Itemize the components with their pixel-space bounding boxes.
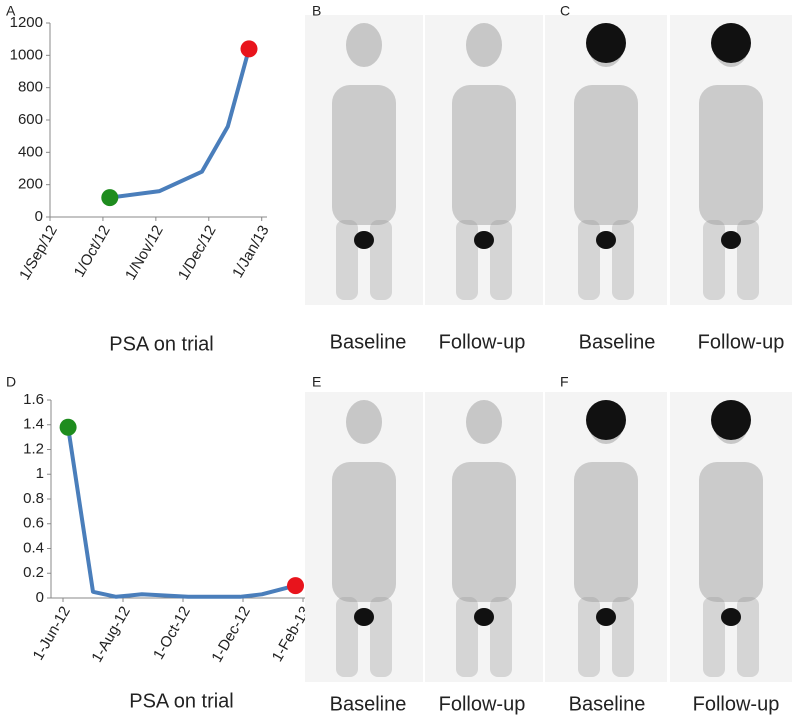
y-tick-label: 0 — [36, 589, 44, 606]
leg — [737, 220, 759, 300]
torso — [699, 85, 763, 225]
leg — [612, 597, 634, 677]
leg — [336, 597, 358, 677]
leg — [490, 597, 512, 677]
scan-caption: Follow-up — [439, 693, 526, 715]
head — [466, 23, 502, 67]
leg — [578, 597, 600, 677]
leg — [370, 597, 392, 677]
x-tick-label: 1-Jun-12 — [30, 603, 74, 663]
panel-letter: F — [560, 374, 569, 390]
x-tick-label: 1/Sep/12 — [16, 222, 61, 283]
x-tick-label: 1/Nov/12 — [122, 222, 167, 283]
point-marker — [101, 189, 119, 207]
leg — [456, 220, 478, 300]
y-tick-label: 1.4 — [23, 416, 44, 433]
bladder — [596, 231, 616, 249]
panel-letter: C — [560, 3, 570, 19]
body-silhouette — [332, 23, 396, 300]
scan-caption: Baseline — [569, 693, 646, 715]
torso — [332, 462, 396, 602]
panel-letter: B — [312, 3, 321, 19]
head — [346, 400, 382, 444]
leg — [612, 220, 634, 300]
scan-caption: Follow-up — [439, 331, 526, 353]
y-tick-label: 0.4 — [23, 539, 44, 556]
y-tick-label: 1 — [36, 465, 44, 482]
point-marker — [59, 418, 77, 436]
x-tick-label: 1-Aug-12 — [88, 603, 134, 665]
y-tick-label: 0.8 — [23, 490, 44, 507]
body-silhouette — [574, 400, 638, 677]
bladder — [721, 231, 741, 249]
torso — [574, 462, 638, 602]
leg — [370, 220, 392, 300]
leg — [336, 220, 358, 300]
brain — [711, 400, 751, 440]
point-marker — [240, 40, 258, 58]
x-tick-label: 1/Jan/13 — [229, 222, 272, 280]
y-tick-label: 1.2 — [23, 440, 44, 457]
scan-caption: Follow-up — [698, 331, 785, 353]
brain — [711, 23, 751, 63]
y-tick-label: 0.6 — [23, 515, 44, 532]
x-tick-label: 1/Oct/12 — [71, 222, 114, 280]
body-silhouette — [332, 400, 396, 677]
scan-caption: Baseline — [330, 693, 407, 715]
torso — [332, 85, 396, 225]
scan-caption: Baseline — [579, 331, 656, 353]
y-tick-label: 200 — [18, 176, 43, 193]
x-tick-label: 1-Dec-12 — [208, 603, 254, 665]
body-silhouette — [452, 400, 516, 677]
leg — [737, 597, 759, 677]
panel-letter: A — [6, 3, 16, 19]
x-axis-label: PSA on trial — [109, 333, 214, 355]
y-tick-label: 1000 — [10, 46, 43, 63]
leg — [703, 220, 725, 300]
bladder — [354, 231, 374, 249]
body-silhouette — [574, 23, 638, 300]
leg — [456, 597, 478, 677]
head — [466, 400, 502, 444]
torso — [699, 462, 763, 602]
y-tick-label: 1.6 — [23, 391, 44, 408]
leg — [490, 220, 512, 300]
y-tick-label: 0 — [35, 208, 43, 225]
body-silhouette — [452, 23, 516, 300]
brain — [586, 400, 626, 440]
torso — [452, 85, 516, 225]
y-tick-label: 800 — [18, 79, 43, 96]
bladder — [596, 608, 616, 626]
scan-caption: Baseline — [330, 331, 407, 353]
y-tick-label: 600 — [18, 111, 43, 128]
brain — [586, 23, 626, 63]
bladder — [474, 608, 494, 626]
torso — [452, 462, 516, 602]
panel-letter: E — [312, 374, 321, 390]
y-tick-label: 1200 — [10, 14, 43, 31]
y-tick-label: 400 — [18, 143, 43, 160]
head — [346, 23, 382, 67]
body-silhouette — [699, 23, 763, 300]
data-line — [109, 48, 251, 200]
x-tick-label: 1/Dec/12 — [175, 222, 220, 283]
bladder — [354, 608, 374, 626]
leg — [578, 220, 600, 300]
data-line — [66, 426, 297, 599]
x-axis-label: PSA on trial — [129, 690, 234, 712]
torso — [574, 85, 638, 225]
bladder — [721, 608, 741, 626]
body-silhouette — [699, 400, 763, 677]
leg — [703, 597, 725, 677]
point-marker — [287, 577, 304, 595]
scan-caption: Follow-up — [693, 693, 780, 715]
panel-letter: D — [6, 374, 16, 390]
bladder — [474, 231, 494, 249]
x-tick-label: 1-Oct-12 — [150, 603, 194, 662]
y-tick-label: 0.2 — [23, 564, 44, 581]
